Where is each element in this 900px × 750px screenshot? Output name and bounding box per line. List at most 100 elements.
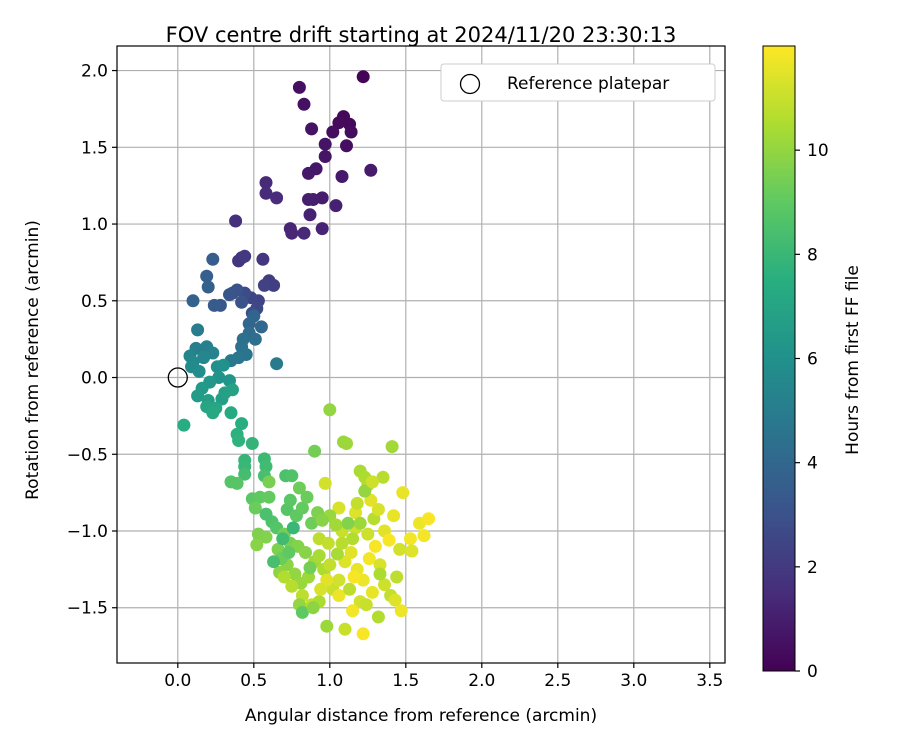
data-point: [200, 269, 214, 283]
data-point: [346, 604, 360, 618]
data-point: [302, 166, 315, 180]
data-point: [373, 558, 387, 572]
x-tick-label: 3.5: [696, 671, 723, 691]
data-point: [292, 80, 306, 94]
data-point: [346, 532, 360, 546]
y-tick-label: −0.5: [67, 445, 108, 465]
data-point: [207, 298, 221, 312]
data-point: [191, 323, 205, 337]
colorbar-gradient: [762, 45, 796, 672]
data-point: [393, 542, 407, 556]
data-point: [335, 536, 349, 550]
data-point: [330, 547, 344, 561]
x-tick-label: 0.0: [164, 671, 191, 691]
y-axis-ticks: −1.5 −1.0 −0.5 0.0 0.5 1.0 1.5 2.0: [67, 62, 117, 619]
data-point: [267, 555, 281, 569]
data-points: [177, 70, 436, 641]
data-point: [338, 622, 352, 636]
data-point: [323, 558, 337, 572]
legend-box: [440, 63, 716, 102]
data-point: [270, 191, 284, 205]
data-point: [295, 605, 309, 619]
data-point: [358, 484, 372, 498]
data-point: [253, 490, 267, 504]
data-point: [303, 561, 317, 575]
data-point: [285, 579, 299, 593]
data-point: [344, 125, 358, 139]
x-tick-label: 1.5: [392, 671, 419, 691]
data-point: [340, 437, 353, 450]
data-point: [332, 116, 346, 130]
y-axis-label: Rotation from reference (arcmin): [23, 220, 43, 500]
data-point: [315, 222, 329, 236]
data-point: [259, 530, 273, 544]
data-point: [300, 490, 314, 504]
data-point: [224, 406, 238, 420]
data-point: [226, 383, 239, 397]
data-point: [332, 573, 346, 587]
data-point: [332, 501, 346, 515]
data-point: [422, 512, 436, 526]
data-point: [394, 604, 408, 618]
data-point: [238, 249, 252, 263]
data-point: [248, 501, 262, 515]
data-point: [262, 475, 276, 489]
colorbar-tick-label: 6: [807, 350, 818, 370]
data-point: [242, 317, 256, 331]
x-axis-label: Angular distance from reference (arcmin): [245, 706, 597, 726]
reference-marker-group: [167, 367, 188, 388]
data-point: [385, 440, 399, 454]
x-tick-label: 1.0: [316, 671, 343, 691]
data-point: [356, 627, 370, 641]
data-point: [303, 208, 317, 222]
data-point: [388, 593, 402, 607]
data-point: [259, 507, 273, 521]
data-point: [359, 598, 373, 612]
data-point: [305, 516, 319, 530]
data-point: [206, 252, 220, 266]
colorbar-tick-label: 0: [807, 662, 818, 682]
data-point: [276, 532, 290, 546]
data-point: [245, 437, 259, 450]
data-point: [191, 389, 205, 403]
data-point: [373, 567, 387, 581]
data-point: [201, 280, 215, 294]
data-point: [177, 418, 191, 432]
legend-reference-marker: [459, 73, 481, 95]
data-point: [262, 490, 276, 504]
data-point: [323, 403, 337, 417]
data-point: [297, 97, 311, 111]
x-tick-label: 2.0: [468, 671, 495, 691]
data-point: [343, 582, 357, 596]
data-point: [318, 137, 332, 151]
data-point: [368, 539, 382, 553]
legend: Reference platepar: [440, 63, 716, 102]
data-point: [229, 214, 243, 228]
data-point: [315, 513, 329, 527]
data-point: [297, 226, 311, 240]
data-point: [320, 619, 334, 633]
y-tick-label: 2.0: [81, 62, 108, 82]
data-point: [320, 573, 334, 587]
data-point: [417, 529, 431, 543]
colorbar-tick-label: 4: [807, 454, 818, 474]
data-point: [248, 332, 262, 346]
data-point: [305, 122, 319, 136]
data-point: [256, 252, 270, 266]
data-point: [270, 357, 284, 371]
data-point: [197, 351, 211, 365]
legend-label: Reference platepar: [507, 74, 669, 94]
data-point: [250, 538, 264, 552]
y-tick-label: 0.0: [81, 369, 108, 389]
chart-title: FOV centre drift starting at 2024/11/20 …: [166, 23, 677, 47]
data-point: [232, 434, 246, 447]
data-point: [259, 176, 273, 190]
data-point: [192, 364, 206, 378]
data-point: [364, 493, 378, 507]
data-point: [329, 518, 343, 532]
data-point: [321, 536, 335, 550]
data-point: [285, 226, 299, 240]
colorbar-tick-label: 2: [807, 558, 818, 578]
data-point: [216, 358, 230, 372]
data-point: [371, 610, 385, 624]
